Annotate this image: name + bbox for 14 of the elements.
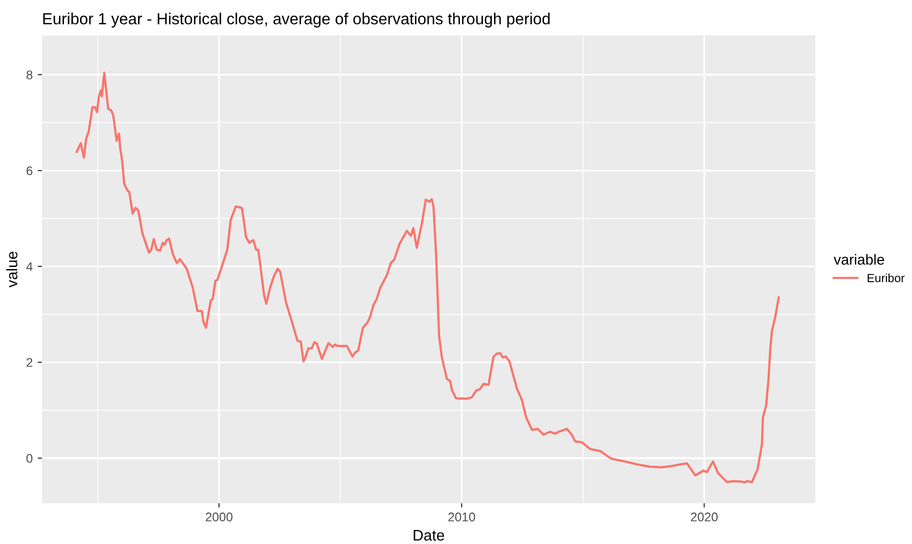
chart-title: Euribor 1 year - Historical close, average of observations through period	[43, 12, 550, 28]
y-tick-label: 2	[26, 358, 32, 367]
legend-label: Euribor	[868, 274, 905, 282]
y-tick-label: 4	[26, 262, 33, 271]
y-axis-title: value	[6, 252, 18, 288]
x-tick-label: 2020	[690, 512, 718, 522]
line-series	[76, 72, 780, 484]
y-tick-label: 6	[26, 166, 32, 176]
x-tick-label: 2010	[448, 512, 476, 522]
x-tick-label: 2000	[206, 512, 232, 522]
x-axis-title: Date	[414, 530, 444, 541]
legend-title: variable	[834, 254, 884, 265]
y-tick-label: 0	[26, 454, 32, 463]
y-tick-label: 8	[26, 70, 32, 80]
